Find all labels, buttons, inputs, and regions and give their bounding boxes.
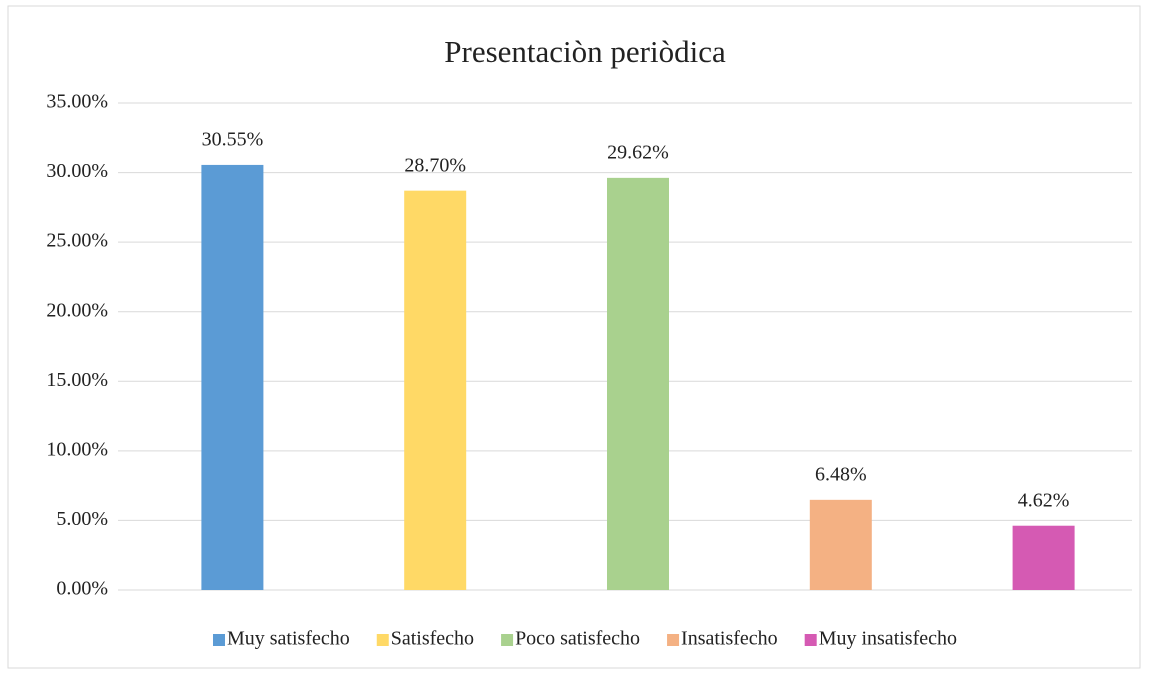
bar: [809, 499, 872, 590]
data-label: 29.62%: [607, 141, 669, 163]
y-tick-label: 15.00%: [46, 369, 108, 391]
legend-label: Muy insatisfecho: [819, 628, 957, 650]
data-label: 28.70%: [404, 154, 466, 176]
legend-swatch: [501, 634, 514, 646]
data-label: 30.55%: [202, 129, 264, 151]
y-tick-label: 20.00%: [46, 299, 108, 321]
bar: [404, 190, 467, 590]
bar: [201, 164, 264, 590]
legend-label: Satisfecho: [391, 628, 474, 650]
y-tick-label: 35.00%: [46, 91, 108, 113]
y-tick-label: 0.00%: [56, 578, 108, 600]
legend-label: Poco satisfecho: [515, 628, 640, 650]
y-tick-label: 5.00%: [56, 508, 108, 530]
y-tick-label: 25.00%: [46, 230, 108, 252]
legend-label: Insatisfecho: [681, 628, 778, 650]
y-tick-label: 10.00%: [46, 438, 108, 460]
chart-border: [7, 5, 1141, 669]
legend-swatch: [667, 634, 680, 646]
data-label: 6.48%: [815, 463, 867, 485]
bar: [607, 177, 669, 590]
chart-title: Presentaciòn periòdica: [444, 34, 726, 69]
legend-swatch: [212, 634, 225, 646]
data-label: 4.62%: [1018, 489, 1070, 511]
legend-swatch: [804, 634, 817, 646]
legend-label: Muy satisfecho: [227, 628, 350, 650]
y-tick-label: 30.00%: [46, 160, 108, 182]
bar: [1012, 525, 1075, 590]
legend-swatch: [376, 634, 389, 646]
